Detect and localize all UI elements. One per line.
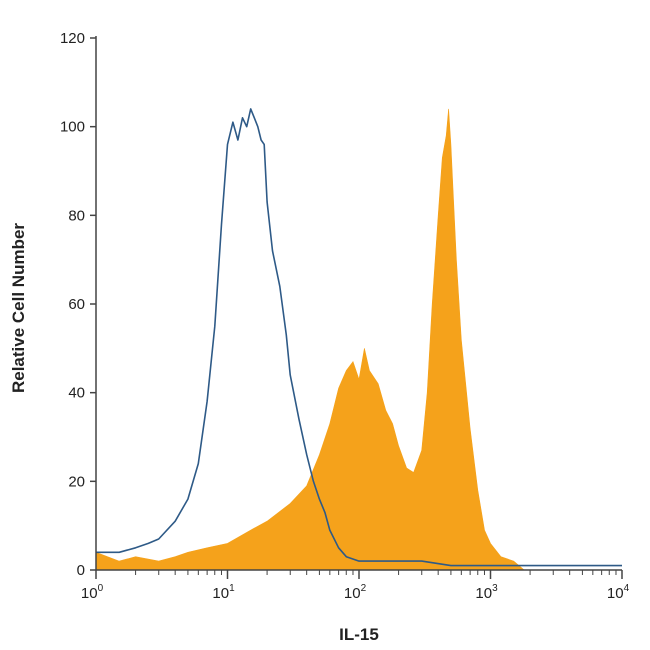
x-tick-label: 100 [81, 583, 104, 602]
y-tick-label: 120 [60, 30, 85, 47]
y-axis-ticks: 0 20 40 60 80 100 120 [60, 30, 96, 579]
x-axis-ticks: 100 101 102 103 104 [81, 570, 630, 602]
x-tick-label: 102 [344, 583, 367, 602]
series-1-outline-histogram [96, 108, 622, 567]
y-axis-title: Relative Cell Number [9, 223, 28, 393]
y-tick-label: 20 [68, 473, 85, 490]
y-tick-label: 40 [68, 385, 85, 402]
series-layer [95, 108, 622, 571]
y-tick-label: 0 [77, 562, 85, 579]
x-tick-label: 101 [212, 583, 235, 602]
y-tick-label: 100 [60, 119, 85, 136]
series-0-filled-histogram [95, 108, 525, 571]
x-tick-label: 103 [475, 583, 498, 602]
x-tick-label: 104 [607, 583, 630, 602]
x-axis-title: IL-15 [339, 625, 379, 644]
y-tick-label: 60 [68, 296, 85, 313]
y-tick-label: 80 [68, 207, 85, 224]
